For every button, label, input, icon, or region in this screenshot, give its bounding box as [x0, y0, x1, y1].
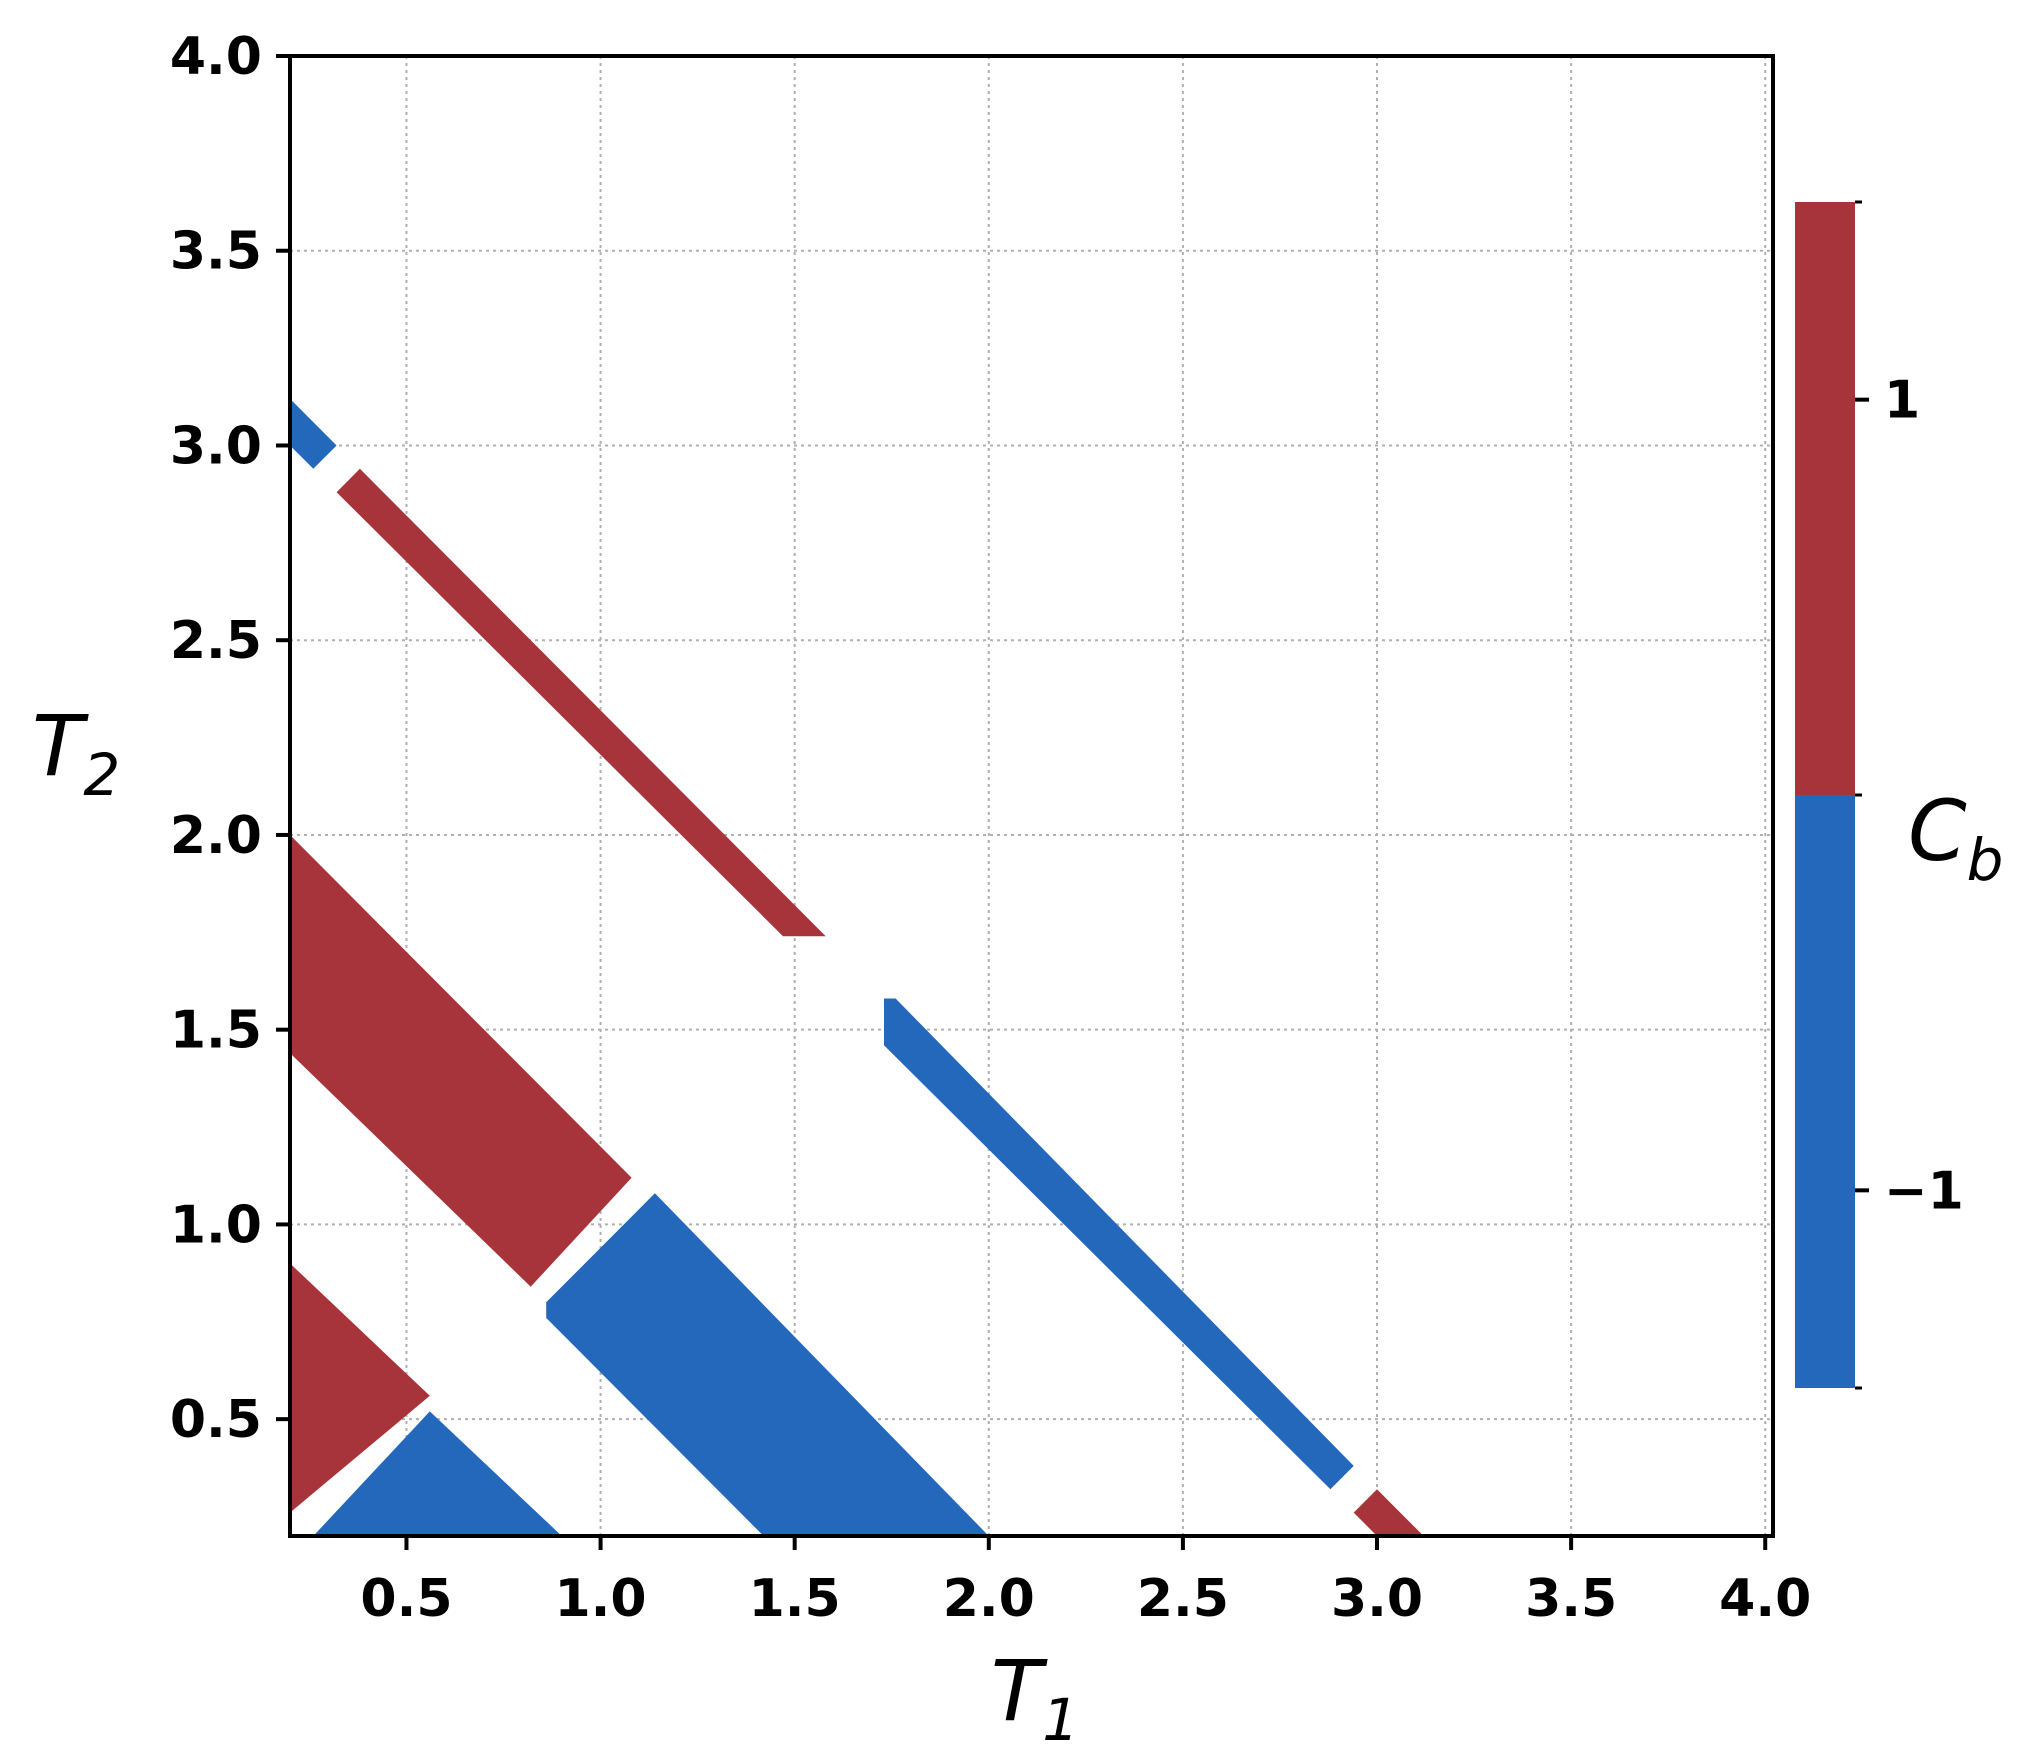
colorbar-ticks: 1 −1: [1855, 200, 1964, 1390]
region-positive-6: [290, 1263, 430, 1513]
x-tick-label: 3.0: [1331, 1569, 1423, 1629]
y-tick-label: 1.0: [170, 1195, 262, 1255]
x-tick-label: 2.0: [943, 1569, 1035, 1629]
colorbar: 1 −1 Cb: [1795, 200, 2003, 1390]
y-tick-label: 4.0: [170, 27, 262, 87]
colorbar-segment-positive: [1795, 202, 1855, 795]
y-axis-label: T2: [32, 697, 120, 809]
x-tick-label: 4.0: [1719, 1569, 1811, 1629]
y-tick-label: 2.0: [170, 806, 262, 866]
region-negative-7: [313, 1411, 562, 1536]
colorbar-tick-label: −1: [1884, 1161, 1964, 1221]
plot-background: [290, 56, 1773, 1536]
colorbar-segment-negative: [1795, 795, 1855, 1388]
x-axis-label: T1: [991, 1642, 1079, 1754]
region-negative-0: [290, 398, 337, 469]
y-tick-label: 0.5: [170, 1390, 262, 1450]
region-negative-5: [546, 1193, 989, 1536]
y-tick-label: 1.5: [170, 1001, 262, 1061]
colorbar-label-main: C: [1908, 782, 1967, 880]
y-axis: 0.5 1.0 1.5 2.0 2.5 3.0 3.5 4.0: [170, 27, 290, 1450]
x-axis-label-main: T: [991, 1642, 1048, 1740]
y-tick-label: 3.0: [170, 416, 262, 476]
y-tick-label: 2.5: [170, 611, 262, 671]
x-tick-label: 1.5: [749, 1569, 841, 1629]
region-negative-2: [884, 998, 1354, 1490]
plot-area: [288, 54, 1775, 1538]
region-positive-4: [290, 834, 632, 1287]
colorbar-label: Cb: [1908, 782, 2003, 894]
x-tick-label: 1.0: [555, 1569, 647, 1629]
x-tick-label: 3.5: [1525, 1569, 1617, 1629]
x-tick-label: 2.5: [1137, 1569, 1229, 1629]
phase-regions: [290, 398, 1424, 1536]
region-positive-3: [1353, 1489, 1424, 1536]
colorbar-label-subscript: b: [1967, 826, 2004, 894]
x-axis: 0.5 1.0 1.5 2.0 2.5 3.0 3.5 4.0: [360, 1536, 1811, 1629]
y-tick-label: 3.5: [170, 222, 262, 282]
x-tick-label: 0.5: [360, 1569, 452, 1629]
plot-frame: [288, 54, 1775, 1538]
y-axis-label-main: T: [32, 697, 89, 795]
region-positive-1: [336, 468, 826, 937]
y-axis-label-subscript: 2: [83, 741, 120, 809]
colorbar-tick-label: 1: [1884, 371, 1920, 431]
x-axis-label-subscript: 1: [1042, 1686, 1079, 1754]
